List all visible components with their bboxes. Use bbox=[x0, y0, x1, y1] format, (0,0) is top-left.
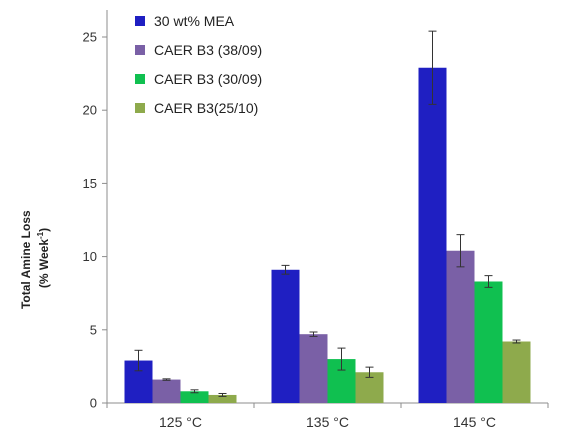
category-labels: 125 °C 135 °C 145 °C bbox=[159, 414, 496, 430]
category-label: 145 °C bbox=[453, 414, 496, 430]
y-axis-label-line1: Total Amine Loss bbox=[19, 210, 33, 309]
bar bbox=[299, 334, 328, 403]
y-tick-label: 10 bbox=[83, 249, 97, 264]
bar bbox=[418, 67, 447, 403]
y-axis-label-close: ) bbox=[37, 228, 51, 232]
legend: 30 wt% MEA CAER B3 (38/09) CAER B3 (30/09)… bbox=[135, 13, 262, 116]
y-tick-label: 20 bbox=[83, 103, 97, 118]
x-ticks bbox=[106, 403, 549, 408]
error-bars bbox=[134, 30, 521, 397]
legend-swatch bbox=[135, 74, 145, 84]
y-tick-label: 0 bbox=[90, 396, 97, 411]
y-axis-label: Total Amine Loss (% Week-1) bbox=[19, 207, 51, 309]
y-axis-label-superscript: -1 bbox=[36, 231, 45, 239]
y-ticks: 0 5 10 15 20 25 bbox=[83, 30, 107, 411]
bar bbox=[271, 269, 300, 403]
y-tick-label: 15 bbox=[83, 176, 97, 191]
category-label: 135 °C bbox=[306, 414, 349, 430]
legend-label: CAER B3 (30/09) bbox=[154, 71, 262, 87]
legend-swatch bbox=[135, 103, 145, 113]
legend-label: CAER B3(25/10) bbox=[154, 100, 258, 116]
legend-label: 30 wt% MEA bbox=[154, 13, 235, 29]
y-axis-label-line2: (% Week bbox=[37, 239, 51, 288]
bar bbox=[502, 341, 531, 403]
category-label: 125 °C bbox=[159, 414, 202, 430]
legend-label: CAER B3 (38/09) bbox=[154, 42, 262, 58]
bars bbox=[124, 67, 531, 403]
legend-swatch bbox=[135, 45, 145, 55]
bar bbox=[152, 379, 181, 403]
y-tick-label: 5 bbox=[90, 322, 97, 337]
bar bbox=[180, 391, 209, 403]
bar bbox=[474, 281, 503, 403]
bar bbox=[208, 394, 237, 403]
legend-swatch bbox=[135, 16, 145, 26]
bar bbox=[446, 250, 475, 403]
y-tick-label: 25 bbox=[83, 30, 97, 45]
